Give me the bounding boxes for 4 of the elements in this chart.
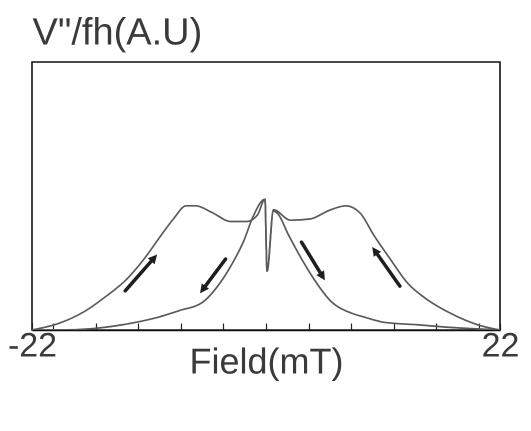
x-tick-label: -22	[8, 326, 58, 364]
y-axis-title: V"/fh(A.U)	[32, 12, 202, 54]
x-axis-title: Field(mT)	[190, 340, 344, 382]
x-tick-label: 22	[482, 326, 520, 364]
